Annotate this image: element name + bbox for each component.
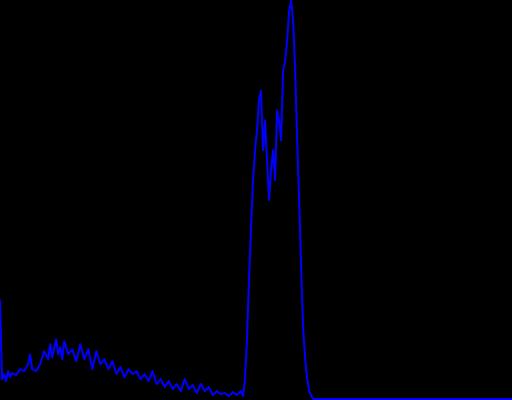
page: (() => { const data = JSON.parse(documen… [0,0,512,400]
plot-background [0,0,512,400]
chart [0,0,512,400]
histogram-line [0,0,512,400]
